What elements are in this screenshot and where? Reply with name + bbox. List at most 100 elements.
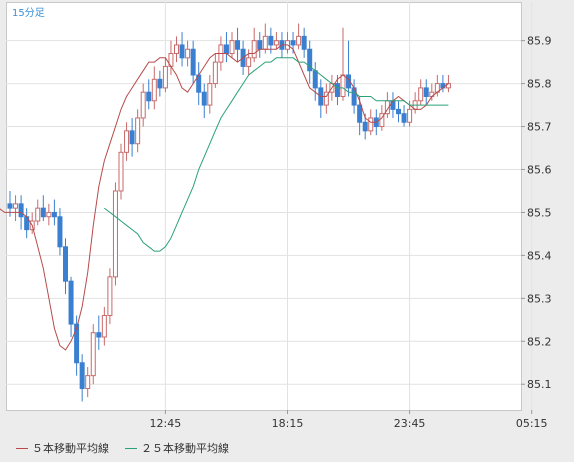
candle	[423, 79, 429, 106]
candle-body	[63, 246, 68, 282]
candle-body	[301, 35, 307, 50]
candle-body	[334, 83, 340, 97]
candle	[357, 96, 363, 136]
legend-label-ma25: ２５本移動平均線	[141, 442, 229, 455]
candle	[229, 32, 235, 58]
candle	[323, 83, 329, 114]
moving-averages	[0, 44, 449, 351]
y-tick-label: 85.1	[527, 378, 552, 391]
candle-body	[51, 211, 57, 218]
timeframe-label[interactable]: 15分足	[12, 8, 45, 19]
candle-body	[185, 48, 191, 59]
candle	[74, 315, 80, 376]
candle	[418, 79, 424, 106]
candle-body	[257, 40, 263, 50]
candle	[174, 36, 179, 63]
candle-body	[251, 40, 257, 59]
candle-body	[7, 203, 13, 209]
x-tick-label: 12:45	[150, 417, 182, 430]
candlestick-chart: 85.9 85.8 85.7 85.6 85.5 85.4 85.3 85.2 85.1 12:…	[0, 2, 552, 430]
candle	[51, 199, 57, 226]
candle	[135, 109, 141, 153]
candle-body	[229, 40, 235, 55]
legend-item-ma25: ２５本移動平均線	[125, 440, 229, 456]
candle-body	[68, 280, 74, 325]
candle	[296, 23, 302, 50]
x-axis: 12:45 18:15 23:45 05:15	[150, 410, 548, 430]
candle	[440, 75, 446, 93]
candle	[257, 32, 263, 58]
y-tick-label: 85.3	[527, 292, 552, 305]
candle-body	[418, 87, 424, 102]
candle	[190, 40, 196, 84]
candle-body	[151, 78, 157, 102]
candle-body	[96, 332, 102, 338]
candle-body	[201, 91, 207, 106]
candle	[63, 238, 68, 295]
candle	[251, 27, 257, 63]
candle-body	[268, 35, 274, 46]
candle	[162, 57, 168, 93]
candle-body	[74, 323, 80, 364]
candle-body	[107, 276, 113, 317]
candle	[124, 122, 130, 161]
candle-body	[212, 61, 218, 85]
x-tick-label: 05:15	[516, 417, 548, 430]
x-tick-label: 23:45	[394, 417, 426, 430]
candle-body	[423, 87, 429, 97]
candle	[46, 203, 52, 226]
candle-body	[273, 40, 279, 46]
candle	[118, 143, 124, 200]
candle	[235, 27, 241, 63]
candle-body	[57, 216, 63, 248]
candle-body	[190, 48, 196, 76]
legend-item-ma5: ５本移動平均線	[16, 440, 109, 456]
candle	[340, 27, 346, 101]
candle	[401, 105, 407, 127]
candle-body	[362, 121, 368, 132]
candle	[40, 195, 46, 222]
candle	[312, 62, 318, 101]
candle-body	[157, 78, 163, 89]
candle	[68, 276, 74, 337]
candle	[35, 199, 41, 226]
candle	[179, 32, 185, 67]
candle-body	[129, 130, 135, 145]
legend-label-ma5: ５本移動平均線	[32, 442, 109, 455]
candle-body	[262, 35, 268, 50]
candle	[223, 32, 229, 63]
candle-body	[307, 48, 313, 72]
candle-body	[174, 44, 179, 55]
candle-body	[18, 203, 24, 218]
candle-body	[290, 40, 296, 46]
candle-body	[312, 70, 318, 89]
candle-body	[179, 44, 185, 59]
candle	[79, 354, 85, 402]
candle-body	[340, 74, 346, 97]
candle	[318, 79, 324, 118]
candle	[346, 40, 352, 97]
candle-body	[146, 91, 152, 102]
y-tick-label: 85.5	[527, 206, 552, 219]
x-tick-label: 18:15	[272, 417, 304, 430]
legend-swatch-ma5	[16, 447, 28, 449]
candle-body	[235, 40, 241, 50]
candle	[157, 70, 163, 97]
candle-body	[223, 44, 229, 55]
candle	[90, 324, 96, 385]
candle	[107, 268, 113, 325]
candle-body	[135, 117, 141, 145]
candle	[185, 40, 191, 67]
candle	[196, 62, 202, 106]
y-tick-label: 85.9	[527, 35, 552, 48]
candle	[101, 306, 107, 346]
candle	[212, 53, 218, 88]
candle-body	[207, 83, 213, 106]
candle	[151, 66, 157, 110]
candle	[201, 83, 207, 118]
candle	[207, 75, 213, 114]
candle-body	[46, 211, 52, 218]
grid-lines	[6, 2, 533, 410]
candle	[390, 92, 396, 118]
